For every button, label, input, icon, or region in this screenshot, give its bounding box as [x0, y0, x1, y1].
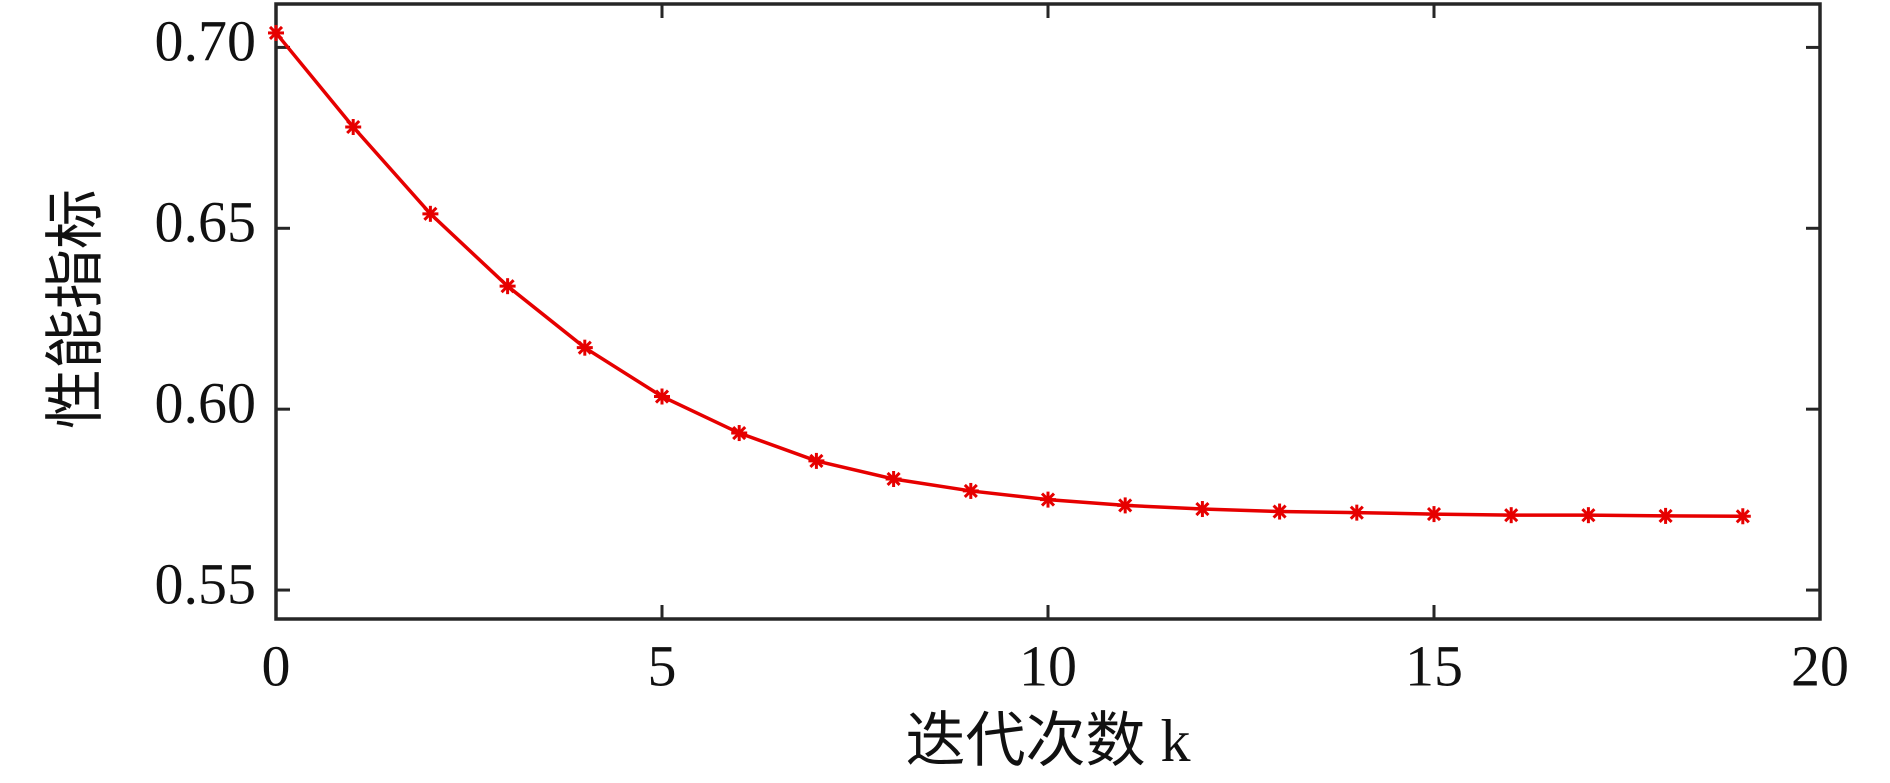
y-tick-label: 0.55 — [155, 551, 257, 616]
marker-stroke — [268, 25, 284, 41]
point-marker — [422, 205, 439, 222]
x-tick-label: 5 — [648, 633, 677, 698]
point-marker — [731, 425, 748, 442]
marker-stroke — [654, 389, 670, 404]
marker-stroke — [1272, 504, 1287, 519]
marker-stroke — [346, 119, 361, 135]
marker-stroke — [1581, 508, 1596, 523]
marker-stroke — [1504, 508, 1519, 523]
x-tick-label: 15 — [1405, 633, 1463, 698]
x-tick-label: 20 — [1791, 633, 1849, 698]
point-marker — [962, 482, 979, 499]
marker-stroke — [1195, 501, 1210, 517]
point-marker — [1426, 506, 1442, 523]
x-tick-label: 10 — [1019, 633, 1077, 698]
series-line — [274, 31, 1743, 519]
marker-stroke — [886, 471, 901, 487]
point-marker — [345, 119, 362, 135]
point-marker — [1734, 508, 1751, 525]
point-marker — [1117, 497, 1134, 514]
y-tick-label: 0.70 — [155, 9, 257, 74]
y-tick-label: 0.65 — [155, 190, 257, 255]
marker-stroke — [1349, 505, 1364, 520]
marker-stroke — [1658, 508, 1673, 523]
marker-stroke — [1735, 509, 1750, 524]
point-marker — [1040, 491, 1056, 508]
point-marker — [1657, 507, 1674, 524]
y-axis-label: 性能指标 — [43, 189, 109, 429]
marker-stroke — [963, 483, 978, 498]
point-marker — [1271, 503, 1288, 520]
marker-stroke — [577, 340, 592, 355]
x-axis-label: 迭代次数 k — [906, 708, 1191, 774]
marker-stroke — [1118, 498, 1133, 513]
plot-frame — [274, 2, 1822, 621]
point-marker — [1580, 507, 1597, 524]
marker-stroke — [1426, 507, 1442, 522]
marker-stroke — [500, 279, 515, 294]
point-marker — [654, 388, 670, 405]
point-marker — [885, 470, 902, 487]
point-marker — [808, 452, 825, 469]
x-tick-label: 0 — [262, 633, 291, 698]
marker-stroke — [1040, 492, 1056, 507]
marker-stroke — [423, 206, 438, 221]
marker-stroke — [732, 425, 747, 441]
marker-stroke — [809, 453, 824, 468]
point-marker — [576, 339, 593, 356]
point-marker — [1348, 504, 1365, 521]
y-tick-label: 0.60 — [155, 370, 257, 435]
point-marker — [1194, 501, 1211, 518]
point-marker — [268, 24, 284, 41]
point-marker — [1503, 507, 1520, 524]
point-marker — [499, 278, 516, 295]
